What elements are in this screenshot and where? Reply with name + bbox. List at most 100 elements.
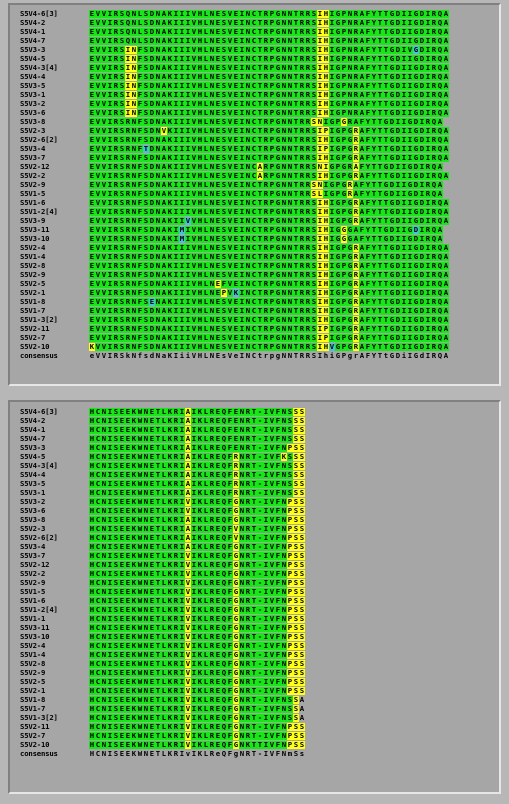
sequence-label: S5V4-4 xyxy=(20,470,46,479)
sequence-label: S5V2-12 xyxy=(20,560,50,569)
sequence-label: S5V1-8 xyxy=(20,695,46,704)
alignment-panel-bottom: S5V4-6[3] H C N I S E E K W N E T L K R I A I K L R E Q F E N R T - I V… xyxy=(8,400,501,794)
sequence-label: S5V2-6[2] xyxy=(20,135,58,144)
sequence-label: S5V3-7 xyxy=(20,551,46,560)
sequence-label: S5V1-7 xyxy=(20,704,46,713)
sequence-label: S5V3-10 xyxy=(20,234,50,243)
sequence-label: S5V4-2 xyxy=(20,18,46,27)
sequence-label: S5V4-1 xyxy=(20,425,46,434)
sequence-label: S5V1-5 xyxy=(20,189,46,198)
sequence-label: S5V2-9 xyxy=(20,668,46,677)
sequence-label: S5V2-5 xyxy=(20,677,46,686)
sequence-label: S5V1-5 xyxy=(20,587,46,596)
sequence-label: S5V1-3[2] xyxy=(20,315,58,324)
sequence-label: S5V1-6 xyxy=(20,596,46,605)
sequence-label: S5V4-7 xyxy=(20,434,46,443)
sequence-label: S5V2-5 xyxy=(20,279,46,288)
sequence-label: S5V4-1 xyxy=(20,27,46,36)
sequence-label: S5V3-1 xyxy=(20,488,46,497)
sequence-label: S5V1-2[4] xyxy=(20,605,58,614)
sequence-label: S5V3-1 xyxy=(20,90,46,99)
sequence-label: S5V2-11 xyxy=(20,324,50,333)
sequence-label: S5V2-1 xyxy=(20,288,46,297)
sequence-label: S5V4-7 xyxy=(20,36,46,45)
sequence-label: S5V1-1 xyxy=(20,614,46,623)
sequence-label: S5V1-7 xyxy=(20,306,46,315)
sequence-label: S5V2-3 xyxy=(20,126,46,135)
sequence-label: S5V2-4 xyxy=(20,243,46,252)
sequence-label: S5V3-4 xyxy=(20,542,46,551)
sequence-label: S5V3-2 xyxy=(20,99,46,108)
sequence-label: S5V2-7 xyxy=(20,333,46,342)
sequence-label: S5V2-1 xyxy=(20,686,46,695)
sequence-label: S5V2-4 xyxy=(20,641,46,650)
sequence-label: S5V2-10 xyxy=(20,740,50,749)
sequence-label: S5V1-8 xyxy=(20,297,46,306)
sequence-label: consensus xyxy=(20,749,58,758)
sequence-label: S5V2-2 xyxy=(20,171,46,180)
sequence-label: S5V1-4 xyxy=(20,252,46,261)
sequence-label: S5V2-11 xyxy=(20,722,50,731)
sequence-label: S5V3-3 xyxy=(20,45,46,54)
sequence-label: S5V2-6[2] xyxy=(20,533,58,542)
sequence-label: S5V4-5 xyxy=(20,54,46,63)
sequence-label: S5V2-9 xyxy=(20,270,46,279)
sequence-label: S5V4-6[3] xyxy=(20,407,58,416)
sequence-label: S5V2-12 xyxy=(20,162,50,171)
sequence-label: S5V4-3[4] xyxy=(20,461,58,470)
sequence-label: S5V3-5 xyxy=(20,479,46,488)
sequence-label: S5V2-8 xyxy=(20,261,46,270)
sequence-label: S5V4-2 xyxy=(20,416,46,425)
sequence-label: S5V2-7 xyxy=(20,731,46,740)
sequence-label: S5V3-9 xyxy=(20,216,46,225)
